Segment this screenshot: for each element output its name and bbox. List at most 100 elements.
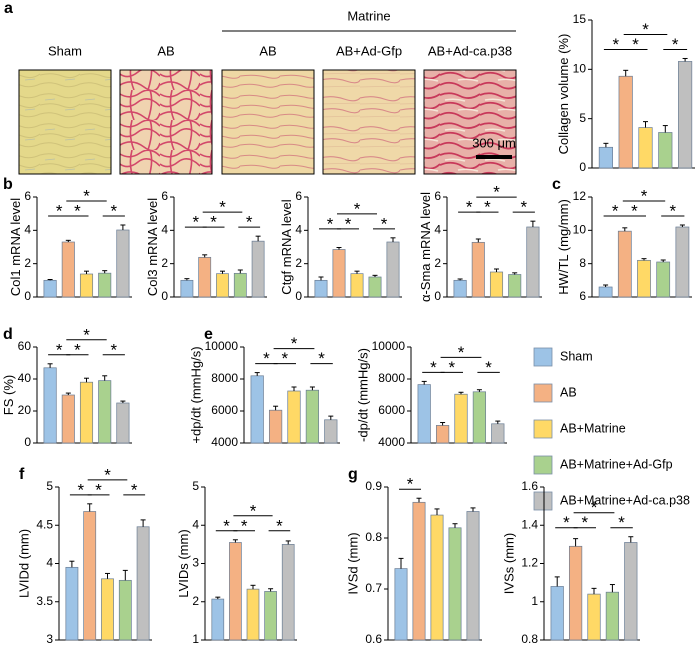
bar — [454, 393, 468, 444]
y-tick-label: 8 — [579, 256, 586, 270]
bar — [65, 566, 79, 641]
bar — [305, 389, 320, 444]
bar — [264, 591, 277, 641]
bar — [216, 273, 229, 298]
bar — [116, 229, 130, 298]
bar — [198, 256, 212, 298]
bar — [489, 271, 504, 298]
y-tick-label: 0.8 — [521, 632, 538, 646]
legend-label: Sham — [560, 349, 593, 363]
panel-letter: a — [4, 0, 13, 17]
significance-label: * — [77, 480, 84, 499]
y-tick-label: 2 — [295, 256, 302, 270]
y-tick-label: 6 — [161, 189, 168, 203]
significance-label: * — [520, 198, 527, 217]
significance-label: * — [672, 35, 679, 54]
group-label: Matrine — [347, 8, 390, 23]
y-tick-label: 0 — [161, 289, 168, 303]
bar — [268, 409, 283, 444]
micrograph-label: Sham — [48, 43, 82, 58]
y-tick-label: 4.5 — [36, 517, 53, 531]
y-tick-label: 0 — [579, 160, 586, 174]
significance-label: * — [669, 201, 676, 220]
micrograph — [119, 69, 213, 175]
y-tick-label: 0.8 — [365, 530, 382, 544]
significance-label: * — [223, 516, 230, 535]
y-tick-label: 1 — [192, 632, 199, 646]
significance-label: * — [56, 201, 63, 220]
y-tick-label: 2 — [161, 256, 168, 270]
significance-label: * — [241, 516, 248, 535]
bar — [675, 226, 690, 298]
significance-label: * — [407, 475, 414, 494]
scale-bar-label: 300 μm — [472, 135, 516, 150]
y-tick-label: 4 — [295, 223, 302, 237]
bar — [526, 226, 540, 298]
y-axis-label: +dp/dt (mmHg/s) — [188, 346, 203, 443]
panel-letter: e — [204, 326, 213, 343]
y-axis-label: IVSd (mm) — [346, 532, 361, 594]
significance-label: * — [354, 199, 361, 218]
legend-swatch — [533, 455, 553, 475]
bar — [211, 598, 225, 641]
significance-label: * — [612, 35, 619, 54]
bar — [656, 261, 671, 298]
significance-label: * — [246, 213, 253, 232]
bar — [43, 279, 57, 298]
y-tick-label: 6000 — [211, 403, 238, 417]
bar — [637, 259, 651, 298]
panel-letter: b — [3, 176, 13, 193]
bar — [61, 241, 75, 298]
significance-label: * — [131, 480, 138, 499]
y-axis-label: HW/TL (mg/mm) — [556, 199, 571, 295]
bar — [386, 241, 400, 298]
bar — [368, 276, 382, 298]
bar — [233, 272, 247, 298]
y-axis-label: Col3 mRNA level — [145, 198, 160, 296]
y-tick-label: 4000 — [211, 435, 238, 449]
y-axis-label: Collagen volume (%) — [556, 34, 571, 155]
bar — [180, 279, 194, 298]
bar — [638, 127, 653, 169]
bar — [229, 542, 242, 641]
legend-label: AB+Matrine+Ad-Gfp — [560, 457, 673, 471]
significance-label: * — [618, 513, 625, 532]
significance-label: * — [581, 513, 588, 532]
significance-label: * — [192, 213, 199, 232]
y-tick-label: 1 — [531, 594, 538, 608]
y-axis-label: Ctgf mRNA level — [279, 199, 294, 294]
bar — [79, 273, 94, 298]
bar — [412, 501, 426, 641]
y-tick-label: 4 — [46, 556, 53, 570]
bar — [472, 391, 487, 444]
bar — [246, 588, 260, 641]
significance-label: * — [110, 201, 117, 220]
significance-label: * — [493, 183, 500, 202]
y-tick-label: 3.5 — [36, 594, 53, 608]
panel-letter: f — [19, 466, 25, 483]
y-tick-label: 5 — [192, 479, 199, 493]
significance-label: * — [74, 201, 81, 220]
significance-label: * — [563, 513, 570, 532]
bar — [250, 375, 264, 444]
significance-label: * — [83, 186, 90, 205]
significance-label: * — [641, 186, 648, 205]
significance-label: * — [110, 340, 117, 359]
bar — [394, 568, 408, 641]
y-tick-label: 40 — [18, 371, 32, 385]
y-tick-label: 0 — [434, 289, 441, 303]
significance-label: * — [430, 358, 437, 377]
y-tick-label: 10 — [573, 62, 587, 76]
significance-label: * — [381, 214, 388, 233]
significance-label: * — [281, 349, 288, 368]
legend-label: AB+Matrine+Ad-ca.p38 — [560, 493, 690, 507]
legend-label: AB — [560, 385, 577, 399]
bar — [332, 249, 346, 298]
y-axis-label: LVIDs (mm) — [176, 529, 191, 597]
significance-label: * — [448, 358, 455, 377]
bar — [435, 425, 450, 444]
micrograph-label: AB — [259, 43, 276, 58]
bar — [61, 394, 75, 444]
bar — [508, 274, 522, 298]
